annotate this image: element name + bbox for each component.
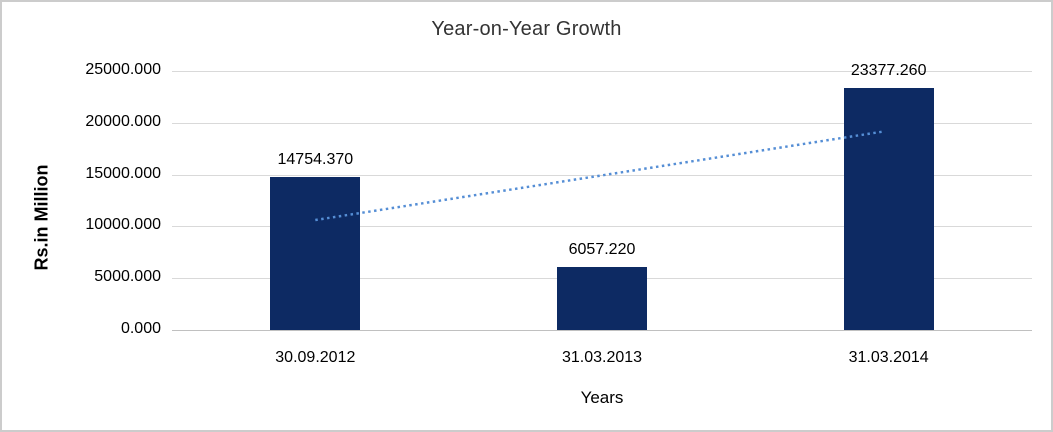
y-tick-label: 0.000	[120, 320, 161, 337]
gridline	[172, 71, 1032, 72]
data-label: 14754.370	[277, 151, 354, 169]
plot-area	[172, 71, 1032, 331]
y-tick-label: 10000.000	[85, 216, 161, 234]
x-category-label: 31.03.2014	[848, 349, 929, 366]
gridline	[172, 122, 1032, 124]
y-tick-label: 20000.000	[85, 112, 161, 130]
y-tick-label: 15000.000	[85, 164, 161, 182]
x-category-label: 30.09.2012	[275, 349, 356, 366]
bar-31.03.2013	[557, 267, 647, 330]
x-category-label: 31.03.2013	[561, 349, 643, 366]
gridline	[172, 226, 1032, 228]
bar-31.03.2014	[843, 87, 934, 330]
data-label: 23377.260	[850, 61, 927, 79]
y-tick-label: 25000.000	[85, 61, 161, 78]
bar-30.09.2012	[270, 177, 361, 330]
x-axis-line	[172, 330, 1032, 331]
data-label: 6057.220	[568, 241, 636, 259]
x-axis-title: Years	[580, 388, 624, 407]
y-tick-label: 5000.000	[94, 268, 161, 286]
chart-title: Year-on-Year Growth	[431, 18, 622, 40]
